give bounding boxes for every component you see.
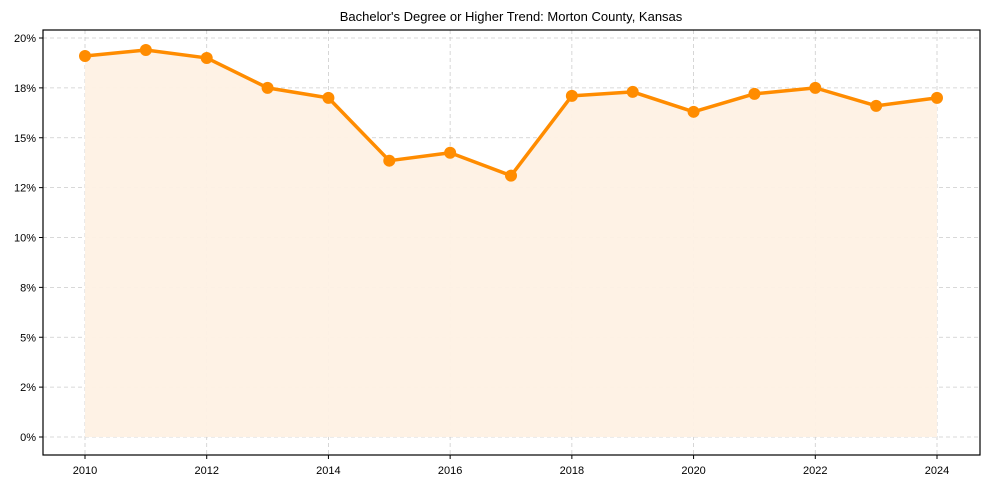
data-point-marker: [444, 146, 457, 159]
y-tick-label: 5%: [20, 332, 36, 344]
y-axis: 0% 2% 5% 8% 10% 12% 15% 18% 20%: [14, 33, 43, 444]
data-point-marker: [505, 169, 517, 182]
x-tick-label: 2022: [803, 465, 827, 477]
chart-title: Bachelor's Degree or Higher Trend: Morto…: [340, 9, 683, 24]
y-tick-label: 12%: [14, 183, 36, 195]
data-point-marker: [139, 43, 152, 56]
data-point-marker: [626, 85, 639, 98]
area-fill: [85, 49, 937, 437]
y-tick-label: 8%: [20, 282, 36, 294]
data-markers: [79, 43, 943, 182]
x-tick-label: 2010: [73, 465, 97, 477]
data-point-marker: [931, 91, 943, 104]
data-point-marker: [383, 154, 396, 167]
x-tick-label: 2012: [194, 465, 218, 477]
x-tick-label: 2014: [316, 465, 340, 477]
data-point-marker: [687, 105, 700, 118]
data-point-marker: [870, 99, 883, 112]
data-point-marker: [809, 81, 822, 94]
data-point-marker: [79, 49, 91, 62]
x-tick-label: 2024: [925, 465, 949, 477]
x-axis: 2010 2012 2014 2016 2018 2020 2022 2024: [73, 455, 949, 477]
y-tick-label: 20%: [14, 33, 36, 45]
area-fill-path: [85, 49, 937, 437]
y-tick-label: 15%: [14, 133, 36, 145]
data-point-marker: [322, 91, 335, 104]
data-point-marker: [200, 51, 213, 64]
y-tick-label: 2%: [20, 382, 36, 394]
x-tick-label: 2018: [560, 465, 584, 477]
y-tick-label: 10%: [14, 233, 36, 245]
y-tick-label: 18%: [14, 83, 36, 95]
data-point-marker: [261, 81, 274, 94]
y-tick-label: 0%: [20, 432, 36, 444]
plot-frame: [42, 29, 981, 456]
data-point-marker: [565, 89, 578, 102]
x-tick-label: 2016: [438, 465, 462, 477]
data-point-marker: [748, 87, 761, 100]
x-tick-label: 2020: [681, 465, 705, 477]
